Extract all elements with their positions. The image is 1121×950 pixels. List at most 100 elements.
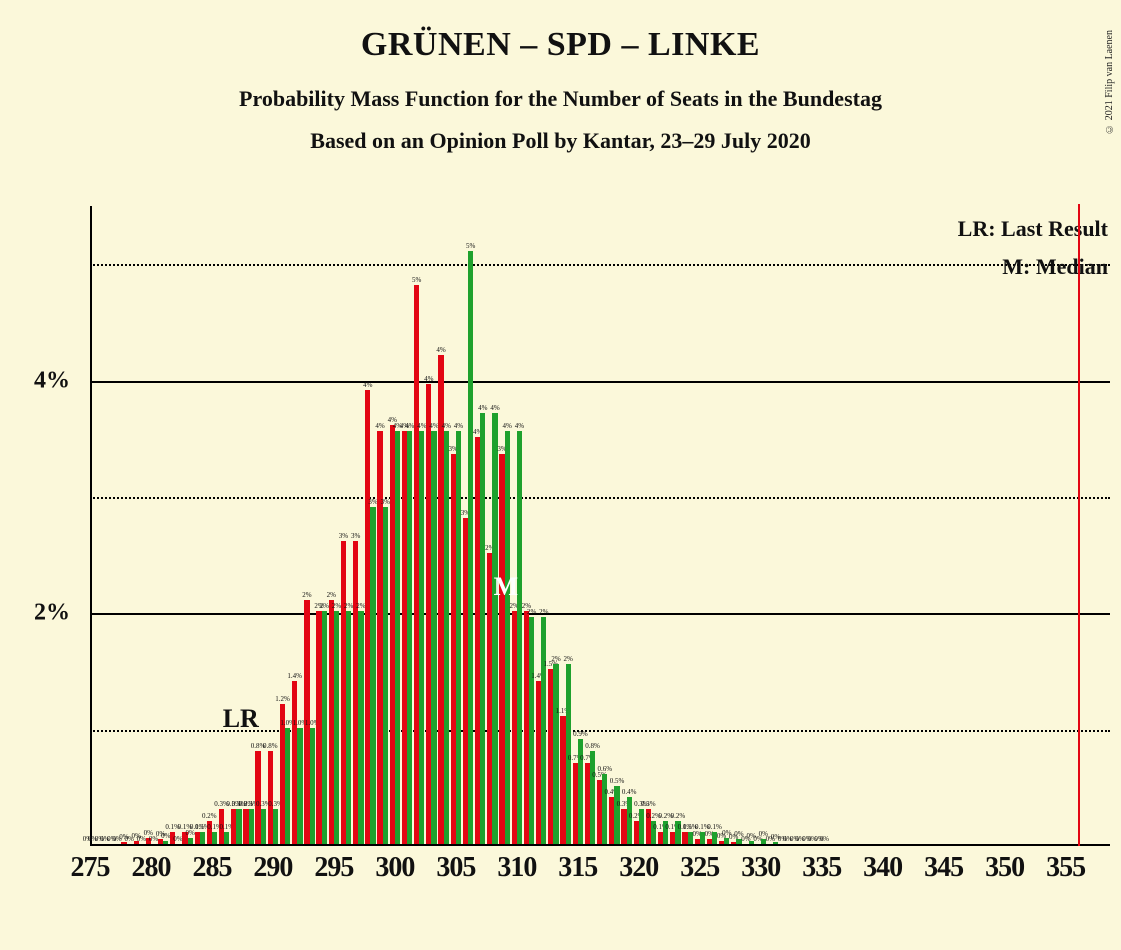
bar-green: 0.1% xyxy=(224,832,229,844)
bar-value-label: 0% xyxy=(173,835,182,843)
x-tick-label: 345 xyxy=(924,852,963,884)
bar-value-label: 4% xyxy=(503,422,512,430)
bar-green: 0.3% xyxy=(236,809,241,844)
bar-green: 0.3% xyxy=(639,809,644,844)
bar-value-label: 2% xyxy=(539,608,548,616)
bar-green: 0.3% xyxy=(249,809,254,844)
bar-green: 2% xyxy=(358,611,363,844)
bar-value-label: 4% xyxy=(424,375,433,383)
bar-value-label: 2% xyxy=(320,602,329,610)
bar-value-label: 4% xyxy=(429,422,438,430)
bar-value-label: 4% xyxy=(454,422,463,430)
bar-value-label: 3% xyxy=(368,498,377,506)
y-tick-label: 2% xyxy=(34,600,70,627)
bar-green: 0.3% xyxy=(273,809,278,844)
bar-green: 0.1% xyxy=(200,832,205,844)
x-tick-label: 340 xyxy=(863,852,902,884)
bar-green: 4% xyxy=(431,431,436,844)
bar-green: 0.3% xyxy=(261,809,266,844)
bar-green: 0% xyxy=(163,841,168,844)
bar-value-label: 0.6% xyxy=(597,765,612,773)
majority-line xyxy=(1078,204,1080,846)
lr-marker: LR xyxy=(223,704,259,734)
bar-value-label: 2% xyxy=(564,655,573,663)
bar-value-label: 3% xyxy=(351,532,360,540)
bar-green: 4% xyxy=(456,431,461,844)
bar-green: 2% xyxy=(334,611,339,844)
bar-green: 0.1% xyxy=(212,832,217,844)
chart-title: GRÜNEN – SPD – LINKE xyxy=(0,26,1121,64)
bar-green: 4% xyxy=(395,431,400,844)
x-axis-labels: 2752802852902953003053103153203253303353… xyxy=(90,852,1090,892)
x-tick-label: 280 xyxy=(131,852,170,884)
bar-green: 3% xyxy=(370,507,375,844)
bar-value-label: 4% xyxy=(490,404,499,412)
x-tick-label: 325 xyxy=(680,852,719,884)
bar-value-label: 3% xyxy=(339,532,348,540)
bar-value-label: 4% xyxy=(478,404,487,412)
bar-green: 4% xyxy=(444,431,449,844)
bar-value-label: 0.5% xyxy=(610,777,625,785)
x-tick-label: 310 xyxy=(497,852,536,884)
bar-value-label: 2% xyxy=(527,608,536,616)
bar-green: 0.8% xyxy=(590,751,595,844)
bar-value-label: 2% xyxy=(344,602,353,610)
bar-value-label: 4% xyxy=(442,422,451,430)
bar-green: 4% xyxy=(505,431,510,844)
bar-value-label: 0.1% xyxy=(707,823,722,831)
bar-value-label: 0.3% xyxy=(641,800,656,808)
bar-green: 3% xyxy=(383,507,388,844)
bar-green: 2% xyxy=(529,617,534,844)
bar-green: 4% xyxy=(517,431,522,844)
copyright: © 2021 Filip van Laenen xyxy=(1104,30,1115,134)
bar-green: 4% xyxy=(492,413,497,844)
bar-value-label: 4% xyxy=(417,422,426,430)
bar-green: 2% xyxy=(541,617,546,844)
bar-value-label: 2% xyxy=(327,591,336,599)
x-tick-label: 295 xyxy=(314,852,353,884)
bar-green: 1.0% xyxy=(310,728,315,844)
bars-container: 0%0%0%0%0%0%0%0%0%0%0%0%0%0%0.1%0%0.1%0%… xyxy=(90,206,1090,846)
bar-value-label: 3% xyxy=(381,498,390,506)
x-tick-label: 300 xyxy=(375,852,414,884)
bar-value-label: 0% xyxy=(161,832,170,840)
bar-value-label: 0.2% xyxy=(671,812,686,820)
chart-subtitle-1: Probability Mass Function for the Number… xyxy=(0,86,1121,112)
bar-green: 0.5% xyxy=(614,786,619,844)
bar-green: 4% xyxy=(419,431,424,844)
bar-green: 2% xyxy=(553,664,558,844)
bar-green: 4% xyxy=(480,413,485,844)
x-tick-label: 350 xyxy=(985,852,1024,884)
bar-value-label: 5% xyxy=(412,276,421,284)
bar-value-label: 0.8% xyxy=(263,742,278,750)
median-marker: M xyxy=(494,572,519,602)
bar-value-label: 1.2% xyxy=(275,695,290,703)
chart-plot-area: 2%4% LR: Last Result M: Median 0%0%0%0%0… xyxy=(90,206,1090,846)
bar-value-label: 4% xyxy=(436,346,445,354)
bar-value-label: 2% xyxy=(302,591,311,599)
bar-value-label: 0.8% xyxy=(585,742,600,750)
bar-value-label: 4% xyxy=(375,422,384,430)
bar-green: 0.6% xyxy=(602,774,607,844)
bar-value-label: 2% xyxy=(356,602,365,610)
x-tick-label: 315 xyxy=(558,852,597,884)
x-tick-label: 330 xyxy=(741,852,780,884)
x-tick-label: 285 xyxy=(192,852,231,884)
bar-green: 0.4% xyxy=(627,797,632,844)
y-tick-label: 4% xyxy=(34,367,70,394)
bar-green: 5% xyxy=(468,251,473,844)
bar-value-label: 0% xyxy=(820,835,829,843)
bar-value-label: 1.4% xyxy=(287,672,302,680)
x-tick-label: 305 xyxy=(436,852,475,884)
bar-value-label: 0.9% xyxy=(573,730,588,738)
bar-green: 2% xyxy=(346,611,351,844)
bar-value-label: 2% xyxy=(551,655,560,663)
x-tick-label: 355 xyxy=(1046,852,1085,884)
bar-green: 0% xyxy=(188,838,193,844)
x-tick-label: 290 xyxy=(253,852,292,884)
bar-value-label: 5% xyxy=(466,242,475,250)
bar-value-label: 2% xyxy=(332,602,341,610)
bar-green: 2% xyxy=(322,611,327,844)
bar-green: 4% xyxy=(407,431,412,844)
x-tick-label: 320 xyxy=(619,852,658,884)
